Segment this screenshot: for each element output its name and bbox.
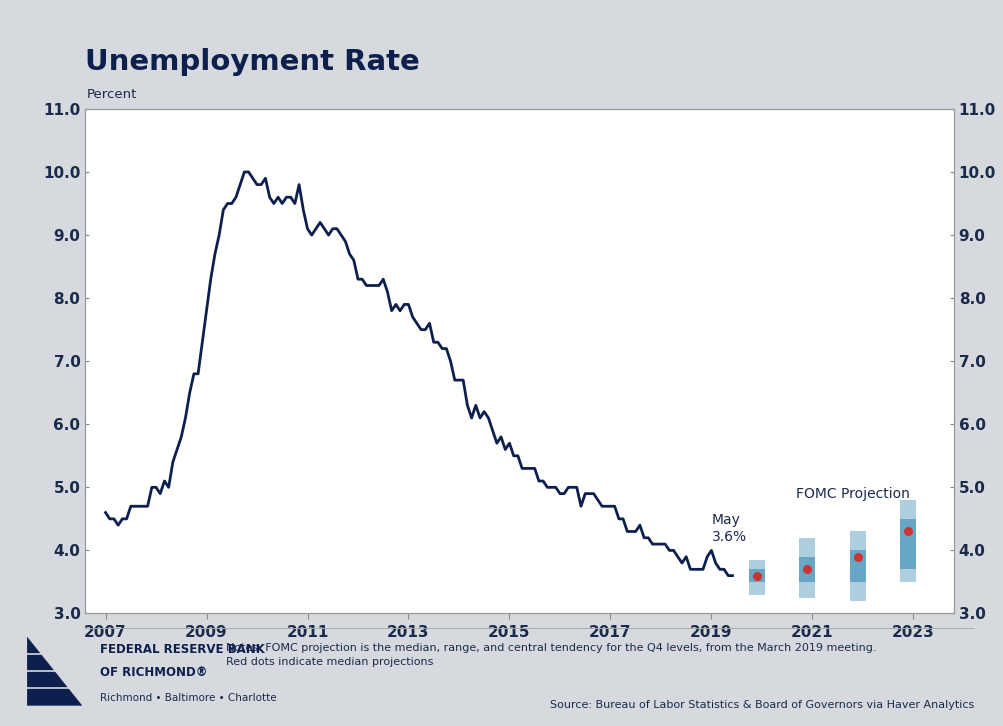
Bar xyxy=(900,500,916,582)
Text: FOMC Projection: FOMC Projection xyxy=(795,487,909,501)
Text: Source: Bureau of Labor Statistics & Board of Governors via Haver Analytics: Source: Bureau of Labor Statistics & Boa… xyxy=(549,700,973,710)
Bar xyxy=(748,560,764,595)
Polygon shape xyxy=(27,637,82,706)
Text: Unemployment Rate: Unemployment Rate xyxy=(85,48,419,76)
Bar xyxy=(900,519,916,569)
Text: Richmond • Baltimore • Charlotte: Richmond • Baltimore • Charlotte xyxy=(100,693,277,703)
Bar xyxy=(849,531,865,601)
Text: Percent: Percent xyxy=(87,89,137,102)
Bar xyxy=(798,557,814,582)
Text: May
3.6%: May 3.6% xyxy=(711,513,746,544)
Bar xyxy=(849,550,865,582)
Bar xyxy=(748,569,764,582)
Text: Notes: FOMC projection is the median, range, and central tendency for the Q4 lev: Notes: FOMC projection is the median, ra… xyxy=(226,643,876,666)
Bar xyxy=(798,538,814,597)
Text: OF RICHMOND®: OF RICHMOND® xyxy=(100,666,208,679)
Text: FEDERAL RESERVE BANK: FEDERAL RESERVE BANK xyxy=(100,643,265,656)
